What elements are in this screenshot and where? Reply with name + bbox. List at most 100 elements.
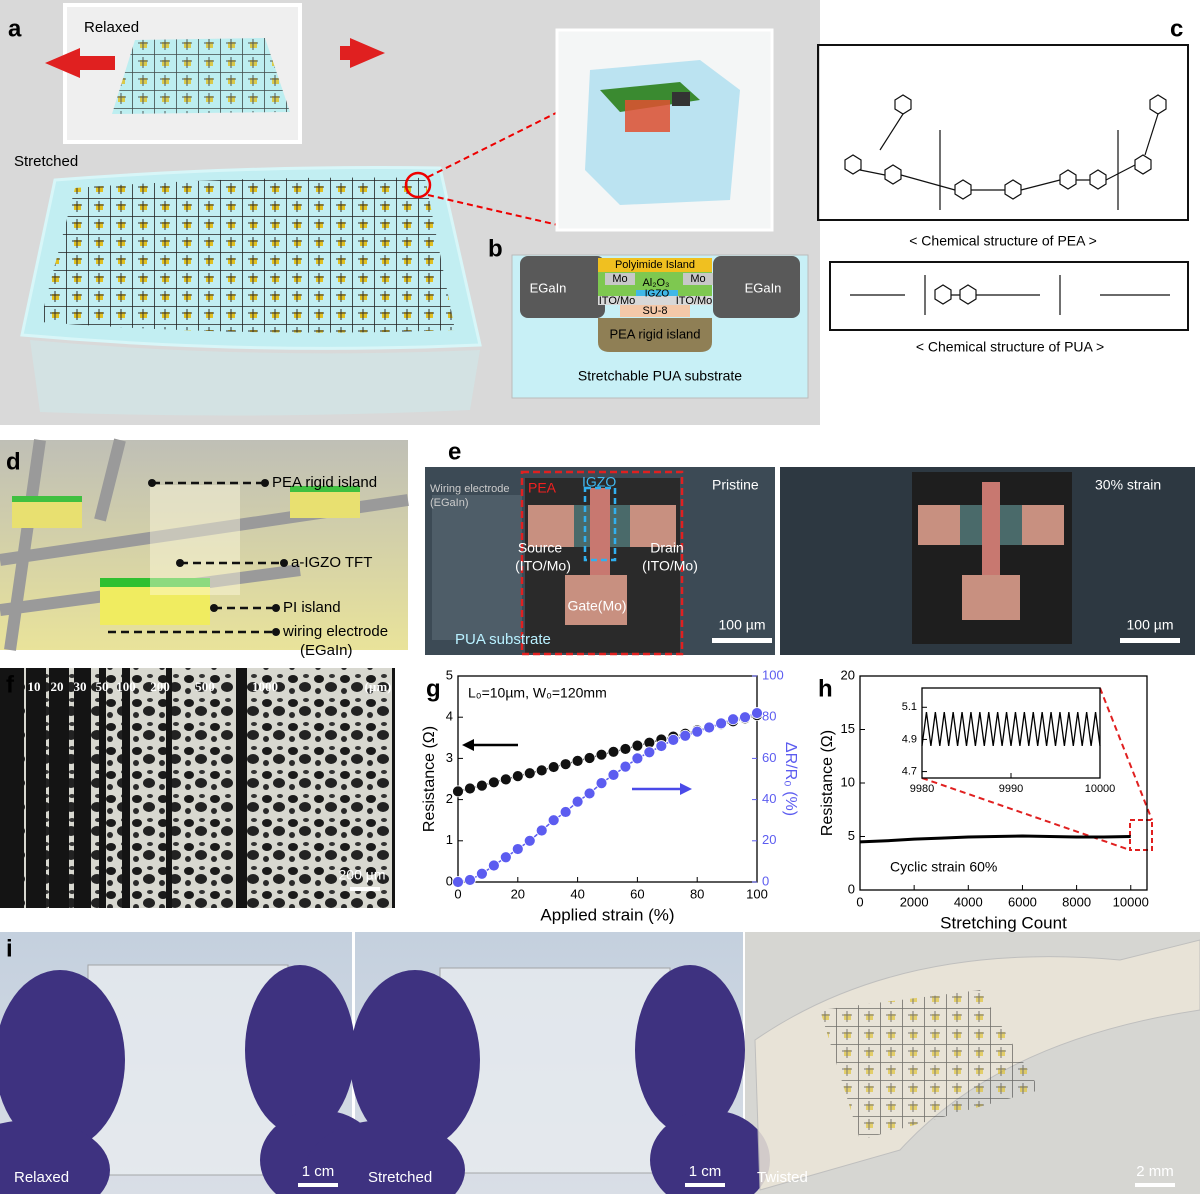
gate-pad — [962, 575, 1020, 620]
highlight — [404, 171, 432, 199]
label: Stretchable PUA substrate — [578, 368, 742, 384]
point — [476, 867, 488, 880]
point — [523, 767, 536, 780]
label: Source — [518, 540, 563, 556]
caption: < Chemical structure of PUA > — [916, 339, 1104, 355]
point — [571, 754, 584, 767]
y2-tick-label: 100 — [762, 667, 784, 682]
layer — [598, 258, 712, 272]
gloves — [0, 965, 770, 1194]
point — [511, 770, 524, 783]
width-label: 200 — [150, 679, 170, 694]
unit-label: (µm) — [365, 679, 392, 694]
layer-label: Mo — [690, 273, 705, 285]
y-tick-label: 4 — [446, 709, 453, 724]
island-top — [12, 496, 82, 502]
point — [619, 760, 632, 773]
point — [679, 729, 692, 742]
y-tick-label: 0 — [446, 873, 453, 888]
y-tick-label: 1 — [446, 832, 453, 847]
structure-box — [817, 44, 1189, 221]
island — [290, 490, 360, 518]
annotation: L₀=10µm, W₀=120mm — [468, 685, 607, 701]
point — [523, 834, 536, 847]
callout-lines — [108, 481, 284, 634]
panel-label: b — [488, 235, 503, 262]
panel-d: d PEA rigid island a-IGZO TFT PI island … — [0, 438, 409, 659]
x-tick-label: 6000 — [1008, 894, 1037, 909]
inset-background — [922, 688, 1100, 778]
x-tick-label: 40 — [570, 886, 584, 901]
scale-label: 100 µm — [719, 617, 766, 633]
panel-i: i Relaxed 1 cm Stretched 1 cm Twisted 2 … — [0, 932, 1200, 1194]
island-top — [100, 578, 210, 587]
panel-label: e — [448, 438, 461, 465]
x-axis-label: Stretching Count — [940, 913, 1067, 932]
y-axis-label: Resistance (Ω) — [421, 726, 438, 832]
label: PEA rigid island — [609, 326, 700, 341]
y-tick-label: 20 — [841, 667, 855, 682]
layer — [683, 273, 713, 285]
point — [607, 768, 620, 781]
egain — [713, 256, 800, 318]
y2-tick-label: 0 — [762, 873, 769, 888]
point — [571, 795, 584, 808]
label: 30% strain — [1095, 477, 1161, 493]
panel-label: i — [6, 935, 13, 962]
layer-label: IGZO — [645, 289, 670, 300]
width-label: 20 — [51, 679, 64, 694]
label: IGZO — [582, 474, 616, 490]
layer-label: ITO/Mo — [599, 295, 635, 307]
label: (EGaIn) — [430, 497, 469, 509]
point — [511, 843, 524, 855]
callout-dots — [148, 479, 288, 636]
panel-a: a Relaxed Stretched — [0, 0, 820, 425]
width-label: 10 — [28, 679, 41, 694]
callout: a-IGZO TFT — [291, 554, 372, 571]
label: Wiring electrode — [430, 483, 509, 495]
y2-tick-label: 80 — [762, 709, 776, 724]
axis-arrow-head — [680, 783, 692, 795]
label: Drain — [650, 540, 683, 556]
x-tick-label: 10000 — [1113, 894, 1149, 909]
caption: Twisted — [757, 1169, 808, 1186]
label: Relaxed — [84, 19, 139, 36]
point — [667, 733, 680, 746]
gate-line — [590, 488, 610, 583]
chart: 0 2000 4000 6000 8000 10000 0 5 10 15 20 h Stretchin… — [818, 667, 1149, 932]
panel-label: d — [6, 448, 21, 475]
x-tick-label: 9990 — [999, 783, 1023, 795]
scale-bar — [685, 1183, 725, 1187]
point — [607, 745, 620, 758]
x-axis-label: Applied strain (%) — [540, 905, 674, 924]
scale-label: 1 cm — [689, 1163, 722, 1180]
label: EGaIn — [745, 280, 782, 295]
label: EGaIn — [530, 280, 567, 295]
y-tick-label: 5 — [446, 667, 453, 682]
point — [643, 746, 656, 759]
point — [631, 739, 644, 752]
point — [487, 776, 500, 789]
series-line — [921, 712, 1101, 746]
point — [631, 752, 644, 765]
point — [464, 782, 476, 795]
caption: Stretched — [368, 1169, 432, 1186]
island-top — [290, 486, 360, 492]
scale-bar — [1135, 1183, 1175, 1187]
zoom-box — [1129, 819, 1153, 851]
x-tick-label: 4000 — [954, 894, 983, 909]
point — [476, 779, 488, 792]
x-tick-label: 2000 — [900, 894, 929, 909]
y-tick-label: 4.9 — [902, 733, 917, 745]
point — [499, 851, 512, 864]
sheet-grid — [40, 177, 455, 333]
label: Pristine — [712, 477, 759, 493]
label: (ITO/Mo) — [515, 558, 571, 574]
cube — [585, 60, 740, 205]
label: Gate(Mo) — [567, 598, 626, 614]
panel-e: e Wiring electrode (EGaIn) PEA IGZO Pris… — [425, 438, 1195, 656]
arrow — [45, 48, 115, 78]
layer-label: Mo — [612, 273, 627, 285]
point — [727, 713, 739, 726]
x-tick-label: 8000 — [1062, 894, 1091, 909]
